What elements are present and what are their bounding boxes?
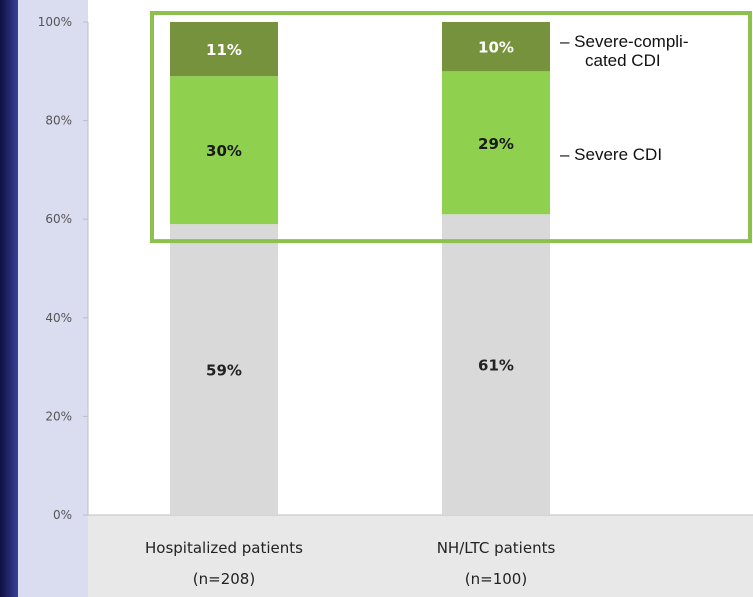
x-category-label: NH/LTC patients [437, 539, 556, 557]
bar-segment [170, 76, 278, 225]
bar-segment [170, 224, 278, 515]
data-label: 61% [478, 357, 514, 375]
y-tick-label: 60% [45, 212, 72, 226]
y-axis-panel [18, 0, 88, 597]
x-category-label: Hospitalized patients [145, 539, 303, 557]
x-category-label: (n=100) [465, 570, 527, 588]
y-tick-label: 20% [45, 409, 72, 423]
y-tick-label: 0% [53, 508, 72, 522]
x-category-label: (n=208) [193, 570, 255, 588]
data-label: 10% [478, 39, 514, 57]
category-band [88, 515, 753, 597]
legend-entry: – Severe-compli- [560, 32, 689, 51]
data-label: 30% [206, 142, 242, 160]
bar-segment [442, 71, 550, 215]
bar-segment [442, 22, 550, 72]
data-label: 29% [478, 135, 514, 153]
bar-segment [170, 22, 278, 77]
legend-entry: cated CDI [585, 51, 661, 70]
highlight-box [150, 11, 752, 244]
y-tick-label: 100% [38, 15, 72, 29]
data-label: 59% [206, 362, 242, 380]
legend-entry: – Severe CDI [560, 145, 662, 164]
y-tick-label: 80% [45, 114, 72, 128]
left-background-strip [0, 0, 18, 597]
data-label: 11% [206, 41, 242, 59]
bar-segment [442, 214, 550, 515]
y-tick-label: 40% [45, 311, 72, 325]
